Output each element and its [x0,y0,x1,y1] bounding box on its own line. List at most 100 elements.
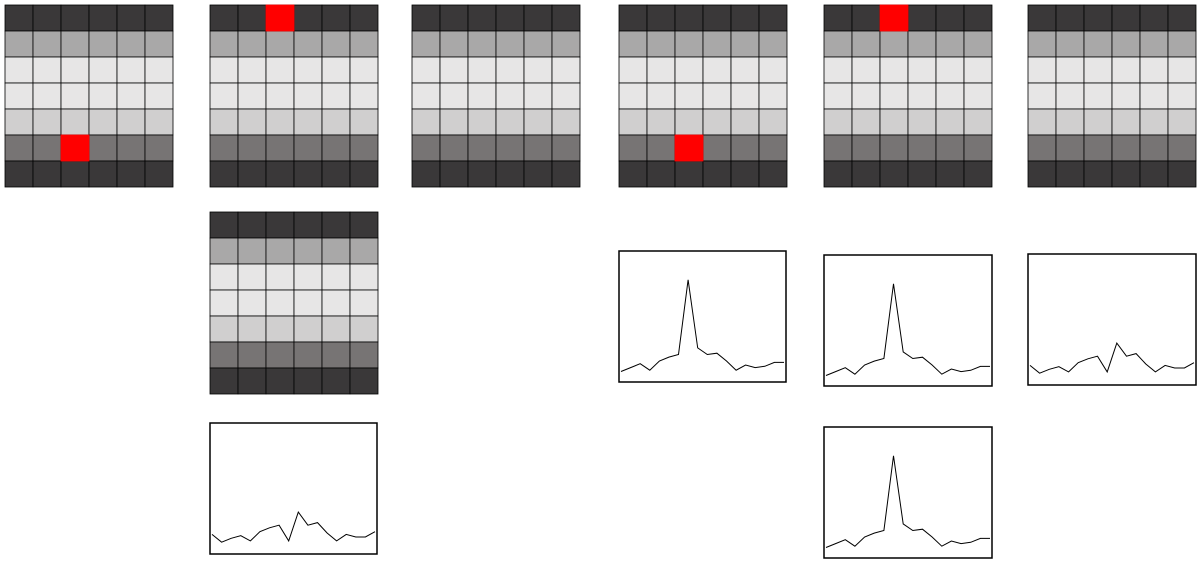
grid-cell [935,134,965,162]
grid-cell [730,56,760,84]
grid-7 [209,211,379,395]
grid-cell [674,160,704,188]
grid-cell [4,160,34,188]
grid-2 [209,4,379,188]
grid-cell [293,30,323,58]
grid-cell [209,82,239,110]
highlight-marker [879,4,909,32]
grid-cell [467,160,497,188]
grid-cell [935,56,965,84]
grid-cell [32,134,62,162]
grid-cell [321,108,351,136]
grid-cell [349,108,379,136]
grid-cell [349,315,379,343]
plot-frame [823,254,993,387]
grid-cell [851,134,881,162]
grid-cell [702,160,732,188]
grid-cell [349,263,379,291]
grid-cell [265,160,295,188]
grid-cell [495,108,525,136]
grid-cell [646,30,676,58]
grid-cell [411,82,441,110]
grid-cell [321,134,351,162]
grid-cell [116,30,146,58]
grid-cell [1083,108,1113,136]
grid-cell [116,134,146,162]
grid-cell [144,30,174,58]
grid-cell [467,4,497,32]
plot-2 [618,250,787,383]
grid-cell [618,134,648,162]
grid-cell [116,4,146,32]
plot-1 [209,422,378,555]
grid-cell [4,56,34,84]
grid-cell [674,4,704,32]
highlight-marker [674,134,704,162]
grid-cell [646,160,676,188]
grid-cell [1083,160,1113,188]
grid-cell [907,160,937,188]
grid-cell [321,160,351,188]
plot-frame [823,426,993,559]
grid-cell [209,237,239,265]
grid-cell [495,82,525,110]
grid-cell [963,108,993,136]
grid-cell [88,108,118,136]
grid-cell [411,160,441,188]
grid-cell [411,30,441,58]
grid-cell [411,56,441,84]
grid-cell [293,367,323,395]
grid-cell [1139,108,1169,136]
grid-cell [467,30,497,58]
grid-cell [116,108,146,136]
grid-cell [265,82,295,110]
grid-cell [646,82,676,110]
grid-cell [144,82,174,110]
grid-cell [758,108,788,136]
grid-cell [495,160,525,188]
grid-cell [730,134,760,162]
grid-cell [116,160,146,188]
grid-cell [823,82,853,110]
plot-3 [823,254,993,387]
grid-cell [237,82,267,110]
grid-cell [209,160,239,188]
highlight-marker [265,4,295,32]
grid-cell [646,56,676,84]
grid-cell [237,341,267,369]
grid-cell [4,82,34,110]
grid-cell [523,160,553,188]
grid-cell [1111,82,1141,110]
grid-cell [4,30,34,58]
grid-cell [646,108,676,136]
grid-cell [907,108,937,136]
grid-cell [1111,108,1141,136]
signal-trace [211,511,376,543]
grid-cell [1083,82,1113,110]
grid-cell [1027,4,1057,32]
grid-cell [523,4,553,32]
grid-cell [411,4,441,32]
grid-cell [1027,30,1057,58]
grid-cell [237,211,267,239]
grid-cell [618,56,648,84]
grid-cell [935,108,965,136]
grid-cell [1055,4,1085,32]
grid-cell [523,134,553,162]
grid-cell [758,134,788,162]
plot-frame [618,250,787,383]
grid-cell [823,160,853,188]
grid-cell [1083,30,1113,58]
grid-cell [702,108,732,136]
grid-cell [144,108,174,136]
grid-cell [551,4,581,32]
grid-cell [907,4,937,32]
grid-cell [349,237,379,265]
grid-cell [758,56,788,84]
grid-cell [823,30,853,58]
grid-cell [209,367,239,395]
grid-cell [439,56,469,84]
grid-cell [144,160,174,188]
grid-cell [851,30,881,58]
